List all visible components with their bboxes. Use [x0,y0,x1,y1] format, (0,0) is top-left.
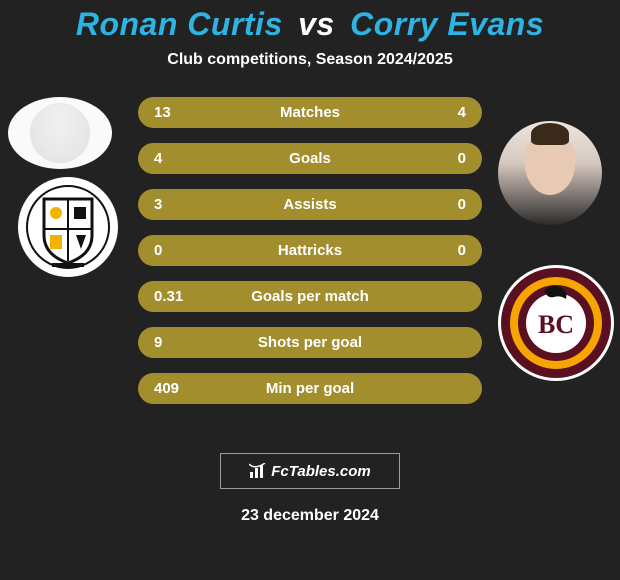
stat-label: Assists [283,196,336,213]
stat-right-value: 4 [430,104,466,121]
player1-silhouette-icon [30,103,90,163]
subtitle: Club competitions, Season 2024/2025 [0,51,620,69]
footer-date: 23 december 2024 [0,507,620,525]
stat-left-value: 3 [154,196,190,213]
brand-badge[interactable]: FcTables.com [220,453,400,489]
stat-row: 0.31 Goals per match [138,281,482,312]
stat-left-value: 13 [154,104,190,121]
stat-row: 13 Matches 4 [138,97,482,128]
stat-row: 9 Shots per goal [138,327,482,358]
stat-left-value: 9 [154,334,190,351]
stat-label: Hattricks [278,242,342,259]
stat-right-value: 0 [430,242,466,259]
stat-left-value: 0.31 [154,288,190,305]
stat-label: Shots per goal [258,334,362,351]
player1-club-badge [18,177,118,277]
bar-chart-icon [249,463,267,479]
stat-row: 0 Hattricks 0 [138,235,482,266]
player2-name: Corry Evans [350,6,544,42]
stat-left-value: 4 [154,150,190,167]
player1-name: Ronan Curtis [76,6,283,42]
stat-row: 409 Min per goal [138,373,482,404]
player2-club-badge: BC [498,265,614,381]
player2-avatar [498,121,602,225]
stat-right-value: 0 [430,150,466,167]
stat-right-value: 0 [430,196,466,213]
player2-face-icon [525,133,575,195]
stat-label: Min per goal [266,380,354,397]
player1-avatar [8,97,112,169]
port-vale-crest-icon [26,185,110,269]
stat-bars: 13 Matches 4 4 Goals 0 3 Assists 0 0 Hattricks 0 0.3… [138,97,482,404]
club-initials: BC [538,310,574,339]
stat-row: 4 Goals 0 [138,143,482,174]
stat-label: Goals [289,150,331,167]
brand-text: FcTables.com [271,463,370,480]
stat-label: Goals per match [251,288,369,305]
vs-separator: vs [298,6,335,42]
comparison-card: Ronan Curtis vs Corry Evans Club competi… [0,0,620,580]
stat-left-value: 409 [154,380,190,397]
stat-left-value: 0 [154,242,190,259]
stats-area: BC 13Matches44Goals03Assists00Hattricks0… [0,97,620,427]
stat-label: Matches [280,104,340,121]
page-title: Ronan Curtis vs Corry Evans [0,0,620,43]
bradford-city-crest-icon: BC [500,267,612,379]
stat-row: 3 Assists 0 [138,189,482,220]
